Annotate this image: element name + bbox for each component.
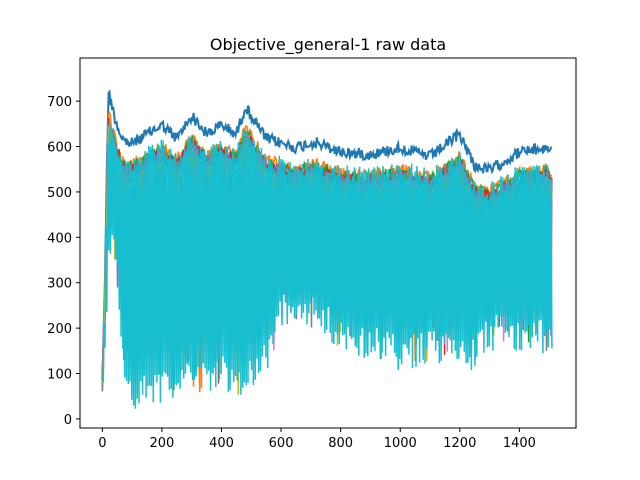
y-tick-label: 500 bbox=[47, 186, 72, 201]
x-tick-label: 600 bbox=[269, 436, 294, 451]
y-tick-label: 300 bbox=[47, 277, 72, 292]
plot-frame bbox=[79, 57, 577, 429]
y-tick-label: 600 bbox=[47, 141, 72, 156]
x-tick-label: 200 bbox=[150, 436, 175, 451]
series-line-1 bbox=[101, 89, 553, 381]
y-tick-label: 0 bbox=[64, 413, 72, 428]
y-tick-label: 200 bbox=[47, 322, 72, 337]
series-line-10 bbox=[101, 120, 553, 409]
x-tick-label: 800 bbox=[328, 436, 353, 451]
chart-title: Objective_general-1 raw data bbox=[210, 35, 446, 55]
series-layer bbox=[101, 89, 553, 409]
x-tick-label: 1000 bbox=[384, 436, 417, 451]
y-tick-label: 400 bbox=[47, 231, 72, 246]
x-tick-label: 1400 bbox=[503, 436, 536, 451]
x-axis: 0 200 400 600 800 1000 1200 1400 bbox=[98, 428, 536, 451]
x-tick-label: 400 bbox=[209, 436, 234, 451]
y-axis: 0 100 200 300 400 500 600 700 bbox=[47, 95, 80, 428]
y-tick-label: 700 bbox=[47, 95, 72, 110]
x-tick-label: 0 bbox=[98, 436, 106, 451]
y-tick-label: 100 bbox=[47, 368, 72, 383]
x-tick-label: 1200 bbox=[443, 436, 476, 451]
